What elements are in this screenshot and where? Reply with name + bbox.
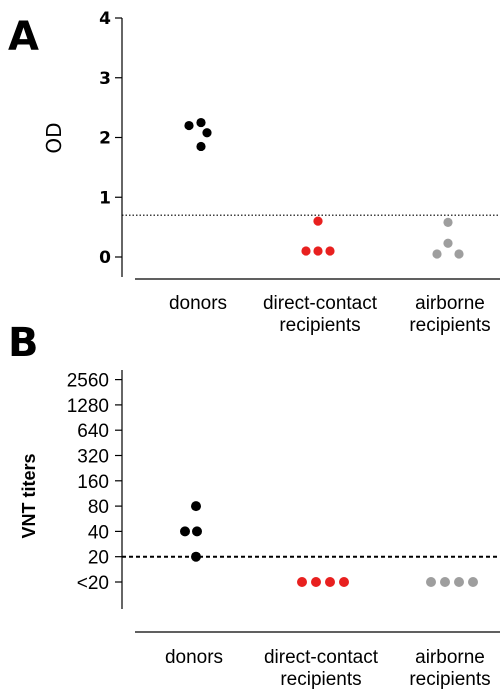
data-point-a (313, 246, 323, 256)
category-label-b: donors (165, 647, 223, 668)
y-tick-label-a: 1 (99, 188, 111, 208)
data-point-a (184, 120, 194, 131)
y-tick-label-b: 2560 (67, 371, 109, 392)
y-tick-label-b: 320 (77, 447, 109, 468)
category-label-a: direct-contact (263, 293, 378, 314)
data-point-b (180, 526, 190, 537)
data-point-a (454, 249, 464, 259)
data-point-b (339, 577, 349, 587)
category-label-a: airborne (415, 293, 485, 314)
y-tick-label-b: 640 (77, 421, 109, 442)
data-point-b (426, 577, 436, 587)
data-point-a (196, 141, 206, 152)
panel-b-label: B (8, 320, 39, 366)
category-label-b: airborne (415, 647, 485, 668)
data-point-b (440, 577, 450, 587)
data-point-b (192, 526, 202, 537)
y-tick-label-b: 20 (88, 548, 109, 569)
panel-b: B <20 20 40 80 160 320 640 1280 2560 VNT titers do… (8, 320, 500, 690)
y-axis-label-b: VNT titers (19, 453, 39, 538)
data-point-b (191, 501, 201, 512)
data-point-b (297, 577, 307, 587)
y-tick-label-a: 2 (99, 129, 111, 149)
data-point-a (325, 246, 335, 256)
data-point-a (443, 238, 453, 248)
y-tick-label-b: 160 (77, 472, 109, 493)
data-point-b (454, 577, 464, 587)
data-point-b (311, 577, 321, 587)
category-label-b: direct-contact (264, 647, 379, 668)
y-tick-label-b: 80 (88, 497, 109, 518)
category-label-b: recipients (409, 669, 490, 690)
y-tick-label-b: <20 (77, 573, 109, 594)
category-label-a: recipients (279, 315, 360, 336)
data-point-a (196, 117, 206, 128)
category-label-a: recipients (409, 315, 490, 336)
data-point-a (301, 246, 311, 256)
y-tick-label-a: 4 (99, 9, 111, 29)
data-point-a (443, 217, 453, 227)
data-point-a (313, 216, 323, 226)
y-tick-label-b: 1280 (67, 396, 109, 417)
panel-a-label: A (8, 14, 39, 60)
category-label-b: recipients (280, 669, 361, 690)
y-axis-label-a: OD (42, 122, 66, 153)
y-tick-label-b: 40 (88, 522, 109, 543)
data-point-b (191, 551, 201, 562)
data-point-a (202, 128, 212, 138)
data-point-a (432, 249, 442, 259)
y-tick-label-a: 0 (99, 248, 111, 268)
data-point-b (325, 577, 335, 587)
data-point-b (468, 577, 478, 587)
category-label-a: donors (169, 293, 227, 314)
y-tick-label-a: 3 (99, 69, 111, 89)
